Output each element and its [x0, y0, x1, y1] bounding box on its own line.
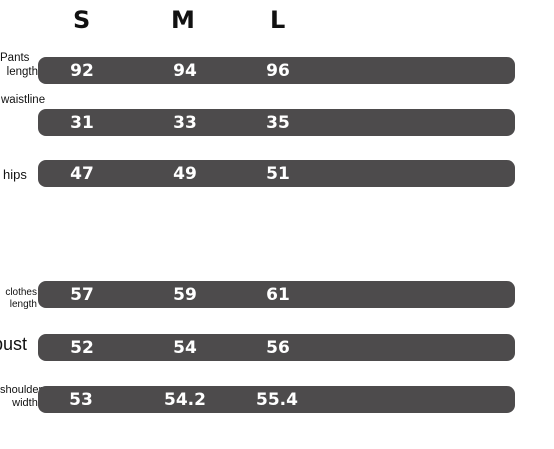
value-s: 52 — [70, 338, 94, 358]
value-m: 49 — [173, 164, 197, 184]
row-label-clothes-length: clothes length — [0, 287, 37, 311]
value-m: 94 — [173, 61, 197, 81]
size-bar-hips: 47 49 51 — [38, 160, 515, 187]
value-s: 47 — [70, 164, 94, 184]
value-l: 51 — [266, 164, 290, 184]
label-line: shoulder — [0, 384, 43, 396]
value-m: 33 — [173, 113, 197, 133]
value-l: 35 — [266, 113, 290, 133]
value-m: 59 — [173, 285, 197, 305]
value-s: 57 — [70, 285, 94, 305]
size-bar-bust: 52 54 56 — [38, 334, 515, 361]
size-bar-shoulder-width: 53 54.2 55.4 — [38, 386, 515, 413]
row-label-pants-length: Pants length — [0, 51, 38, 79]
label-line: length — [9, 299, 37, 310]
size-header-m: M — [171, 6, 195, 34]
value-s: 31 — [70, 113, 94, 133]
size-header-l: L — [270, 6, 286, 34]
value-m: 54 — [173, 338, 197, 358]
size-header-s: S — [73, 6, 91, 34]
value-m: 54.2 — [164, 390, 206, 410]
value-l: 96 — [266, 61, 290, 81]
size-bar-waistline: 31 33 35 — [38, 109, 515, 136]
value-s: 92 — [70, 61, 94, 81]
label-line: width — [12, 397, 38, 409]
row-label-hips: hips — [3, 167, 27, 182]
size-bar-pants-length: 92 94 96 — [38, 57, 515, 84]
label-line: Pants — [0, 52, 30, 64]
row-label-bust: bust — [0, 334, 28, 354]
value-l: 61 — [266, 285, 290, 305]
row-label-shoulder-width: shoulder width — [0, 384, 44, 410]
label-line: length — [6, 66, 38, 78]
label-line: clothes — [5, 287, 37, 298]
value-l: 55.4 — [256, 390, 298, 410]
value-s: 53 — [69, 390, 93, 410]
row-label-waistline: waistline — [1, 94, 46, 106]
value-l: 56 — [266, 338, 290, 358]
size-bar-clothes-length: 57 59 61 — [38, 281, 515, 308]
